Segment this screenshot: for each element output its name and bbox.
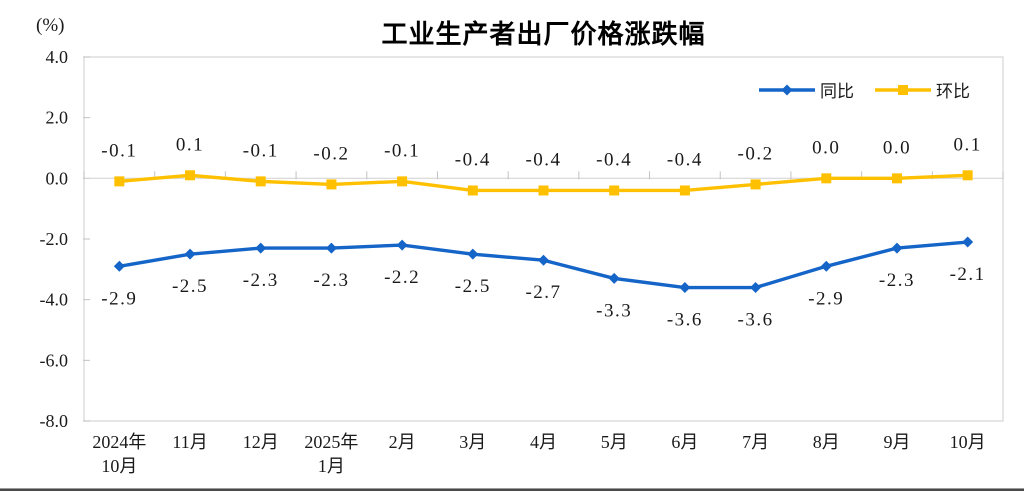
diamond-marker-icon xyxy=(891,242,903,254)
square-marker-icon xyxy=(326,179,337,190)
x-tick-label: 12月 xyxy=(243,432,279,452)
x-tick-label: 8月 xyxy=(813,432,840,452)
data-label: -2.3 xyxy=(879,270,915,291)
data-label: -2.2 xyxy=(384,267,420,288)
data-label: -3.6 xyxy=(667,310,703,331)
diamond-marker-icon xyxy=(396,239,408,251)
data-label: -0.4 xyxy=(667,149,703,170)
diamond-marker-icon xyxy=(679,282,691,294)
data-label: -3.3 xyxy=(596,300,632,321)
square-marker-icon xyxy=(609,185,620,196)
legend-label-yoy: 同比 xyxy=(820,82,854,101)
square-marker-icon xyxy=(538,185,549,196)
square-marker-icon xyxy=(467,185,478,196)
x-tick-label: 2025年 1月 xyxy=(304,432,358,476)
y-tick-label: -6.0 xyxy=(40,350,69,370)
series-mom: -0.1 0.1 -0.1 -0.2 -0.1 -0.4 -0.4 -0.4 -0.4 -0.2 0… xyxy=(101,134,982,196)
x-tick-label: 7月 xyxy=(742,432,769,452)
diamond-marker-icon xyxy=(820,260,832,272)
square-marker-icon xyxy=(114,176,125,187)
y-tick-label: 4.0 xyxy=(46,47,69,67)
x-tick-label: 2024年 10月 xyxy=(92,432,146,476)
data-label: -2.3 xyxy=(313,270,349,291)
data-label: -0.1 xyxy=(384,140,420,161)
data-label: -0.4 xyxy=(525,149,561,170)
x-tick-label: 9月 xyxy=(883,432,910,452)
chart-title: 工业生产者出厂价格涨跌幅 xyxy=(381,19,706,49)
data-label: -2.1 xyxy=(950,264,986,285)
plot-border xyxy=(83,56,1004,422)
x-tick-label: 5月 xyxy=(601,432,628,452)
data-label: 0.0 xyxy=(812,137,840,158)
data-label: -2.3 xyxy=(243,270,279,291)
square-marker-icon xyxy=(891,173,902,184)
square-marker-icon xyxy=(962,170,973,181)
legend: 同比 环比 xyxy=(758,77,970,102)
square-marker-icon xyxy=(255,176,266,187)
square-marker-icon xyxy=(185,170,196,181)
diamond-marker-icon xyxy=(113,260,125,272)
x-tick-label: 6月 xyxy=(671,432,698,452)
x-tick-label: 2月 xyxy=(389,432,416,452)
diamond-marker-icon xyxy=(538,254,549,266)
page-divider xyxy=(0,488,1024,491)
x-tick-label: 11月 xyxy=(172,432,207,452)
data-label: -0.4 xyxy=(596,149,632,170)
diamond-marker-icon xyxy=(467,248,479,260)
data-label: -2.5 xyxy=(172,276,208,297)
y-tick-label: -8.0 xyxy=(40,411,69,431)
x-tick-label: 3月 xyxy=(459,432,486,452)
diamond-marker-icon xyxy=(608,272,620,284)
data-label: 0.1 xyxy=(176,134,204,155)
diamond-marker-icon xyxy=(750,282,762,294)
data-label: -2.7 xyxy=(525,282,561,303)
legend-item-mom: 环比 xyxy=(874,77,970,102)
data-label: -2.9 xyxy=(808,288,844,309)
square-marker-icon xyxy=(750,179,761,190)
diamond-marker-icon xyxy=(325,242,337,254)
legend-label-mom: 环比 xyxy=(936,82,970,101)
data-label: -0.2 xyxy=(313,143,349,164)
data-label: -3.6 xyxy=(738,310,774,331)
legend-line-square-icon xyxy=(875,84,931,95)
series-yoy: -2.9 -2.5 -2.3 -2.3 -2.2 -2.5 -2.7 -3.3 -3.6 -3.6… xyxy=(101,236,986,331)
x-tick-label: 10月 xyxy=(950,432,986,452)
diamond-marker-icon xyxy=(184,248,196,260)
y-tick-label: -2.0 xyxy=(40,229,69,249)
data-label: -2.9 xyxy=(101,288,137,309)
data-label: 0.1 xyxy=(954,134,982,155)
data-label: -0.4 xyxy=(455,149,491,170)
data-label: 0.0 xyxy=(883,137,911,158)
legend-line-diamond-icon xyxy=(759,84,815,95)
square-marker-icon xyxy=(679,185,690,196)
diamond-marker-icon xyxy=(255,242,267,254)
data-label: -0.1 xyxy=(101,140,137,161)
x-tick-label: 4月 xyxy=(530,432,557,452)
y-tick-label: 0.0 xyxy=(46,168,69,188)
y-axis-unit-label: (%) xyxy=(36,15,65,36)
y-tick-label: 2.0 xyxy=(46,108,69,128)
square-marker-icon xyxy=(397,176,408,187)
square-marker-icon xyxy=(821,173,832,184)
data-label: -0.1 xyxy=(243,140,279,161)
data-label: -0.2 xyxy=(738,143,774,164)
y-tick-label: -4.0 xyxy=(40,290,69,310)
legend-item-yoy: 同比 xyxy=(758,77,854,102)
data-label: -2.5 xyxy=(455,276,491,297)
diamond-marker-icon xyxy=(962,236,974,248)
